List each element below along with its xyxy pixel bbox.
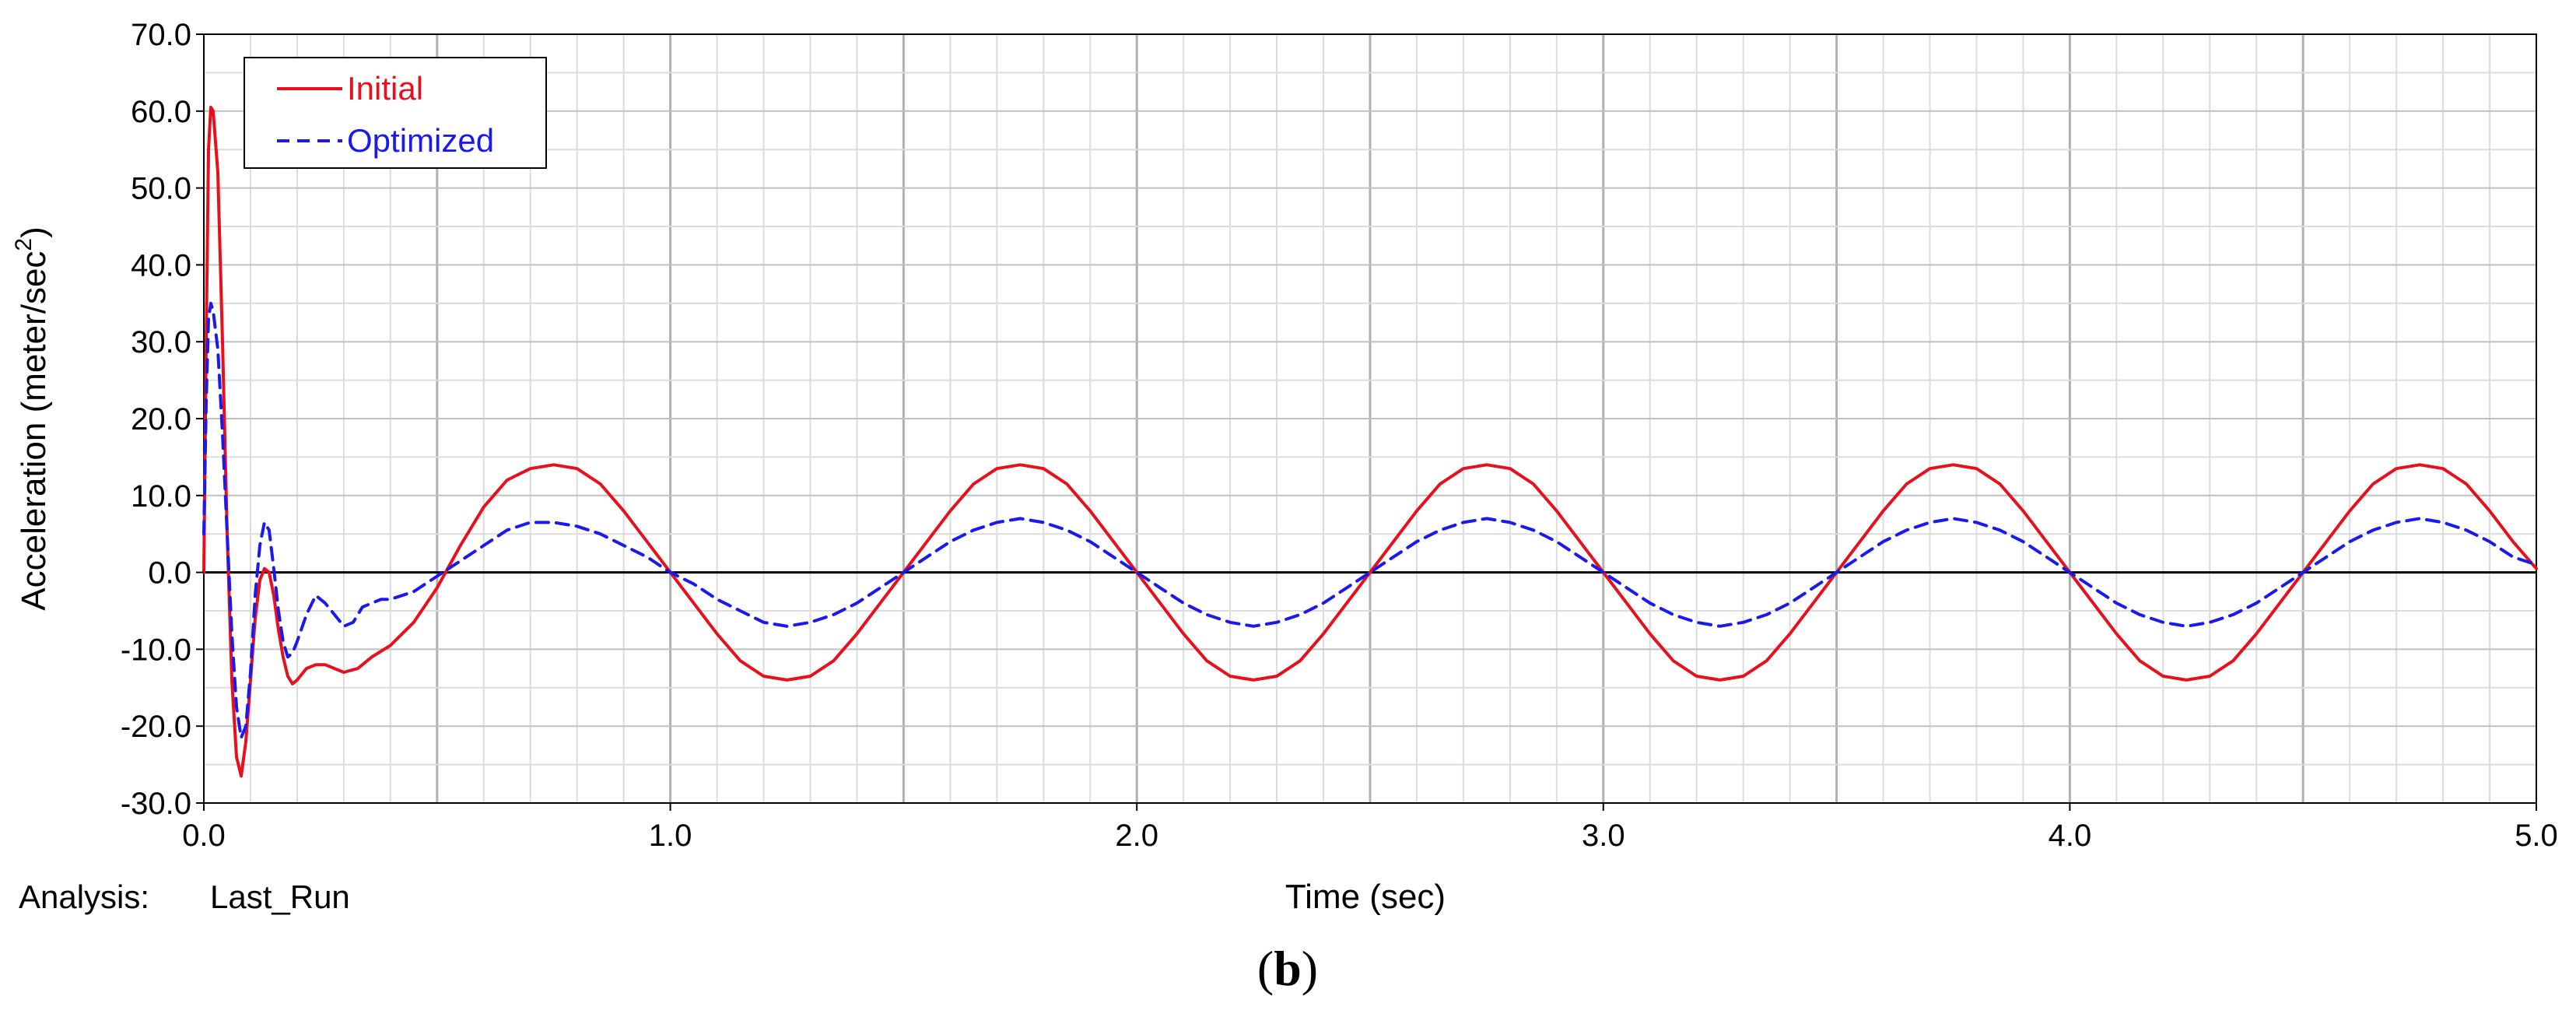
y-axis-title-superscript: 2 — [11, 238, 37, 251]
analysis-label: Analysis: — [19, 878, 149, 915]
y-axis-title-close: ) — [15, 226, 53, 238]
y-tick-label: 50.0 — [131, 172, 191, 206]
y-tick-label: -20.0 — [121, 710, 191, 744]
grid — [204, 34, 2536, 803]
y-tick-label: -30.0 — [121, 787, 191, 821]
caption-letter: b — [1274, 941, 1302, 996]
x-tick-label: 2.0 — [1115, 819, 1158, 853]
panel-caption: (b) — [1257, 941, 1318, 996]
y-tick-label: 0.0 — [148, 556, 191, 591]
x-tick-label: 3.0 — [1582, 819, 1625, 853]
series-line-optimized — [202, 301, 2538, 739]
series-line-initial — [202, 105, 2538, 778]
x-axis-title: Time (sec) — [1285, 878, 1446, 916]
analysis-footer: Analysis: Last_Run — [19, 878, 350, 915]
caption-open-paren: ( — [1257, 941, 1274, 996]
x-axis: 0.0 1.0 2.0 3.0 4.0 5.0 — [182, 803, 2558, 853]
y-tick-label: -10.0 — [121, 633, 191, 667]
y-tick-label: 10.0 — [131, 479, 191, 514]
y-axis: 70.0 60.0 50.0 40.0 30.0 20.0 10.0 0.0 -10.0 -20.… — [121, 18, 204, 821]
caption-close-paren: ) — [1302, 941, 1318, 996]
x-tick-label: 4.0 — [2049, 819, 2092, 853]
x-tick-label: 0.0 — [182, 819, 226, 853]
legend: Initial Optimized — [244, 57, 547, 169]
analysis-value: Last_Run — [210, 878, 350, 915]
legend-label-initial: Initial — [347, 70, 423, 107]
legend-box — [244, 57, 547, 169]
y-tick-label: 70.0 — [131, 18, 191, 52]
y-axis-title-main: Acceleration (meter/sec — [15, 251, 53, 611]
y-tick-label: 30.0 — [131, 325, 191, 359]
y-axis-title: Acceleration (meter/sec2) — [11, 226, 53, 611]
series-layer — [202, 105, 2538, 778]
x-tick-label: 1.0 — [649, 819, 692, 853]
y-tick-label: 60.0 — [131, 95, 191, 129]
y-tick-label: 40.0 — [131, 248, 191, 282]
y-tick-label: 20.0 — [131, 402, 191, 437]
x-tick-label: 5.0 — [2515, 819, 2558, 853]
legend-label-optimized: Optimized — [347, 122, 494, 159]
